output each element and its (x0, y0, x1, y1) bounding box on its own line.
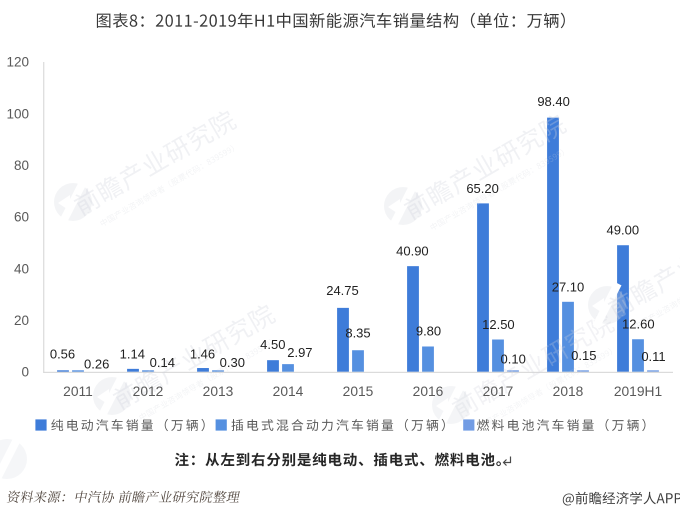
svg-text:49.00: 49.00 (607, 223, 640, 238)
svg-text:2018: 2018 (553, 384, 584, 399)
svg-text:20: 20 (14, 313, 29, 328)
svg-text:2013: 2013 (203, 384, 234, 399)
svg-text:2012: 2012 (133, 384, 164, 399)
svg-text:0: 0 (21, 365, 29, 380)
svg-text:0.26: 0.26 (84, 356, 109, 371)
svg-text:40.90: 40.90 (396, 243, 429, 258)
svg-text:2019H1: 2019H1 (614, 384, 662, 399)
svg-text:0.10: 0.10 (501, 351, 526, 366)
svg-text:24.75: 24.75 (326, 283, 359, 298)
svg-text:0.14: 0.14 (150, 355, 175, 370)
svg-text:2.97: 2.97 (287, 345, 312, 360)
svg-text:0.15: 0.15 (571, 348, 596, 363)
svg-text:27.10: 27.10 (552, 280, 585, 295)
svg-text:2015: 2015 (343, 384, 374, 399)
svg-text:2017: 2017 (483, 384, 514, 399)
svg-text:120: 120 (6, 55, 29, 70)
svg-text:40: 40 (14, 261, 29, 276)
svg-text:60: 60 (14, 210, 29, 225)
svg-text:2011: 2011 (63, 384, 93, 399)
svg-text:0.56: 0.56 (50, 347, 75, 362)
svg-text:2014: 2014 (273, 384, 304, 399)
svg-text:98.40: 98.40 (537, 94, 570, 109)
svg-text:100: 100 (6, 106, 29, 121)
svg-text:80: 80 (14, 158, 29, 173)
svg-text:4.50: 4.50 (260, 337, 285, 352)
svg-text:12.60: 12.60 (622, 317, 655, 332)
svg-text:8.35: 8.35 (345, 326, 370, 341)
svg-text:0.11: 0.11 (641, 349, 665, 364)
svg-text:9.80: 9.80 (416, 324, 441, 339)
svg-text:0.30: 0.30 (220, 355, 245, 370)
svg-text:1.14: 1.14 (120, 346, 145, 361)
svg-text:1.46: 1.46 (190, 346, 215, 361)
svg-text:2016: 2016 (413, 384, 444, 399)
svg-text:12.50: 12.50 (482, 317, 515, 332)
svg-text:65.20: 65.20 (466, 181, 499, 196)
